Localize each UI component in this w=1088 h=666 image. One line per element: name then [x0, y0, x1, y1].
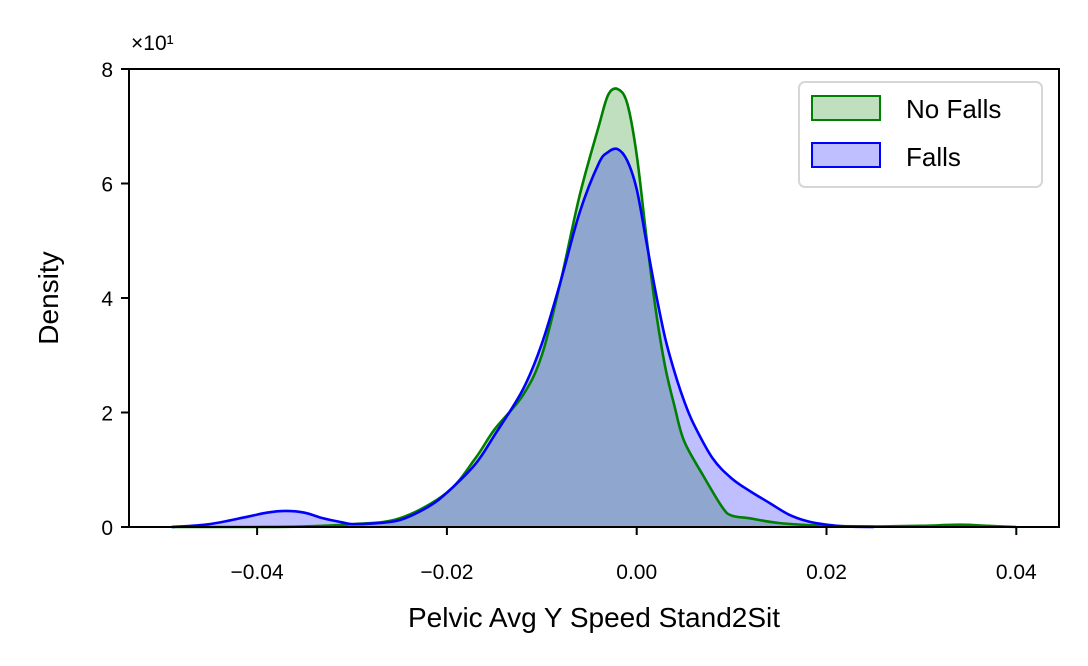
- legend-label-no-falls: No Falls: [906, 94, 1001, 124]
- plot-lines: [171, 87, 1017, 529]
- legend-box: [798, 81, 1043, 188]
- legend: No Falls Falls: [798, 81, 1043, 188]
- x-tick-label: −0.02: [420, 561, 473, 584]
- legend-swatch-falls: [811, 142, 881, 168]
- legend-label-falls: Falls: [906, 142, 961, 172]
- x-tick-label: 0.02: [806, 561, 847, 584]
- y-tick-label: 2: [101, 403, 113, 426]
- area-falls: [171, 148, 874, 528]
- y-tick-label: 0: [101, 517, 113, 540]
- legend-swatch-no-falls: [811, 95, 881, 121]
- y-offset-label: ×10¹: [131, 32, 174, 55]
- y-tick-label: 6: [101, 174, 113, 197]
- y-axis-ticks: 0 2 4 6 8: [101, 59, 129, 540]
- x-tick-label: 0.00: [616, 561, 657, 584]
- x-axis-ticks: −0.04 −0.02 0.00 0.02 0.04: [231, 527, 1037, 584]
- line-falls: [171, 147, 874, 529]
- y-axis-label: Density: [33, 251, 64, 344]
- x-tick-label: 0.04: [996, 561, 1037, 584]
- area-no-falls: [171, 88, 1017, 527]
- y-tick-label: 4: [101, 288, 113, 311]
- y-tick-label: 8: [101, 59, 113, 82]
- x-axis-label: Pelvic Avg Y Speed Stand2Sit: [408, 602, 780, 633]
- x-tick-label: −0.04: [231, 561, 284, 584]
- plot-fills: [171, 88, 1017, 528]
